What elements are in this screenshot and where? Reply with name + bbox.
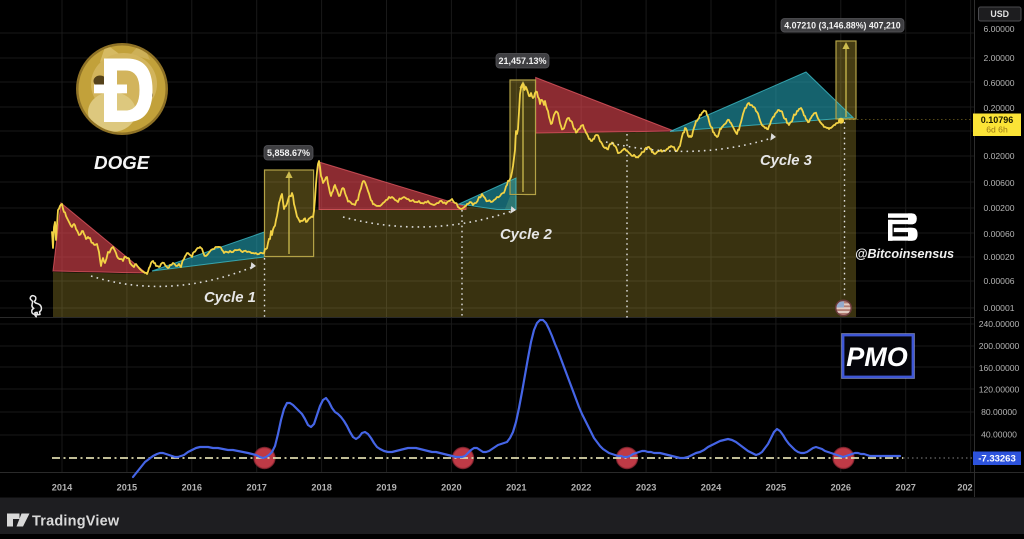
svg-text:0.00200: 0.00200 (983, 203, 1014, 213)
svg-text:0.10796: 0.10796 (981, 115, 1014, 125)
svg-text:PMO: PMO (846, 342, 908, 372)
svg-text:2015: 2015 (117, 483, 137, 493)
svg-text:21,457.13%: 21,457.13% (498, 56, 546, 66)
svg-text:@Bitcoinsensus: @Bitcoinsensus (855, 247, 954, 261)
svg-text:2020: 2020 (441, 483, 461, 493)
svg-text:0.00060: 0.00060 (983, 229, 1014, 239)
svg-text:2.00000: 2.00000 (983, 53, 1014, 63)
svg-text:6.00000: 6.00000 (983, 24, 1014, 34)
svg-text:0.00600: 0.00600 (983, 178, 1014, 188)
svg-text:0.02000: 0.02000 (983, 151, 1014, 161)
svg-text:Cycle 3: Cycle 3 (760, 153, 813, 169)
svg-text:2024: 2024 (701, 483, 722, 493)
svg-text:Cycle 1: Cycle 1 (204, 290, 256, 306)
svg-text:2025: 2025 (766, 483, 786, 493)
svg-text:2019: 2019 (376, 483, 396, 493)
svg-text:0.00020: 0.00020 (983, 252, 1014, 262)
svg-text:120.00000: 120.00000 (979, 385, 1020, 395)
svg-text:0.60000: 0.60000 (983, 78, 1014, 88)
svg-text:Cycle 2: Cycle 2 (500, 227, 553, 243)
svg-text:240.00000: 240.00000 (979, 319, 1020, 329)
svg-text:2026: 2026 (831, 483, 851, 493)
svg-text:0.00001: 0.00001 (983, 303, 1014, 313)
svg-text:2022: 2022 (571, 483, 591, 493)
svg-text:USD: USD (990, 9, 1009, 19)
svg-text:200.00000: 200.00000 (979, 341, 1020, 351)
svg-text:2023: 2023 (636, 483, 656, 493)
svg-text:80.00000: 80.00000 (981, 407, 1017, 417)
svg-text:202: 202 (957, 483, 972, 493)
svg-text:2016: 2016 (182, 483, 202, 493)
svg-text:2017: 2017 (246, 483, 266, 493)
svg-text:DOGE: DOGE (94, 152, 150, 173)
svg-text:TradingView: TradingView (32, 514, 120, 530)
svg-text:2018: 2018 (311, 483, 331, 493)
svg-text:2014: 2014 (52, 483, 73, 493)
svg-text:5,858.67%: 5,858.67% (267, 148, 310, 158)
svg-text:40.00000: 40.00000 (981, 430, 1017, 440)
svg-text:0.00006: 0.00006 (983, 276, 1014, 286)
svg-text:6d 6h: 6d 6h (986, 125, 1008, 135)
svg-text:4.07210 (3,146.88%) 407,210: 4.07210 (3,146.88%) 407,210 (784, 21, 901, 31)
svg-text:0.20000: 0.20000 (983, 103, 1014, 113)
svg-text:-7.33263: -7.33263 (978, 454, 1016, 465)
svg-text:2027: 2027 (895, 483, 915, 493)
svg-text:2021: 2021 (506, 483, 526, 493)
svg-text:160.00000: 160.00000 (979, 363, 1020, 373)
